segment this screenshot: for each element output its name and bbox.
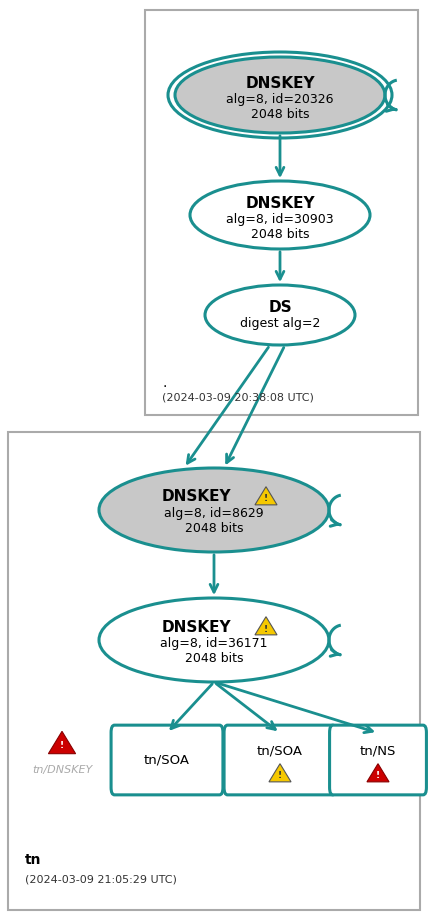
Text: !: ! bbox=[278, 771, 282, 780]
Text: alg=8, id=20326: alg=8, id=20326 bbox=[226, 94, 334, 107]
Text: !: ! bbox=[264, 494, 268, 504]
Text: alg=8, id=36171: alg=8, id=36171 bbox=[160, 638, 268, 651]
Text: !: ! bbox=[376, 771, 380, 780]
Text: (2024-03-09 21:05:29 UTC): (2024-03-09 21:05:29 UTC) bbox=[25, 875, 177, 885]
Bar bbox=[145, 10, 418, 415]
Ellipse shape bbox=[190, 181, 370, 249]
Text: DNSKEY: DNSKEY bbox=[245, 75, 315, 90]
Text: DNSKEY: DNSKEY bbox=[245, 196, 315, 210]
Text: DNSKEY: DNSKEY bbox=[161, 490, 231, 505]
Polygon shape bbox=[255, 617, 277, 635]
Text: !: ! bbox=[264, 625, 268, 633]
Polygon shape bbox=[255, 487, 277, 505]
Text: alg=8, id=8629: alg=8, id=8629 bbox=[164, 507, 264, 520]
FancyBboxPatch shape bbox=[330, 725, 426, 795]
Text: tn/NS: tn/NS bbox=[360, 744, 396, 757]
Ellipse shape bbox=[99, 598, 329, 682]
FancyBboxPatch shape bbox=[111, 725, 223, 795]
FancyBboxPatch shape bbox=[224, 725, 336, 795]
Text: 2048 bits: 2048 bits bbox=[185, 652, 243, 665]
Text: digest alg=2: digest alg=2 bbox=[240, 316, 320, 330]
Polygon shape bbox=[269, 764, 291, 782]
Bar bbox=[8, 432, 420, 910]
Text: tn/SOA: tn/SOA bbox=[144, 754, 190, 766]
Text: 2048 bits: 2048 bits bbox=[251, 229, 309, 242]
Text: .: . bbox=[162, 376, 166, 390]
Text: DNSKEY: DNSKEY bbox=[161, 619, 231, 634]
Text: tn: tn bbox=[25, 853, 42, 867]
Text: tn/SOA: tn/SOA bbox=[257, 744, 303, 757]
Ellipse shape bbox=[175, 57, 385, 133]
Ellipse shape bbox=[99, 468, 329, 552]
Text: !: ! bbox=[60, 742, 64, 751]
Polygon shape bbox=[367, 764, 389, 782]
Text: tn/DNSKEY: tn/DNSKEY bbox=[32, 765, 92, 775]
Ellipse shape bbox=[205, 285, 355, 345]
Text: 2048 bits: 2048 bits bbox=[251, 108, 309, 121]
Text: (2024-03-09 20:38:08 UTC): (2024-03-09 20:38:08 UTC) bbox=[162, 392, 314, 402]
Text: alg=8, id=30903: alg=8, id=30903 bbox=[226, 213, 334, 226]
Text: DS: DS bbox=[268, 300, 292, 314]
Polygon shape bbox=[48, 732, 76, 754]
Text: 2048 bits: 2048 bits bbox=[185, 523, 243, 536]
